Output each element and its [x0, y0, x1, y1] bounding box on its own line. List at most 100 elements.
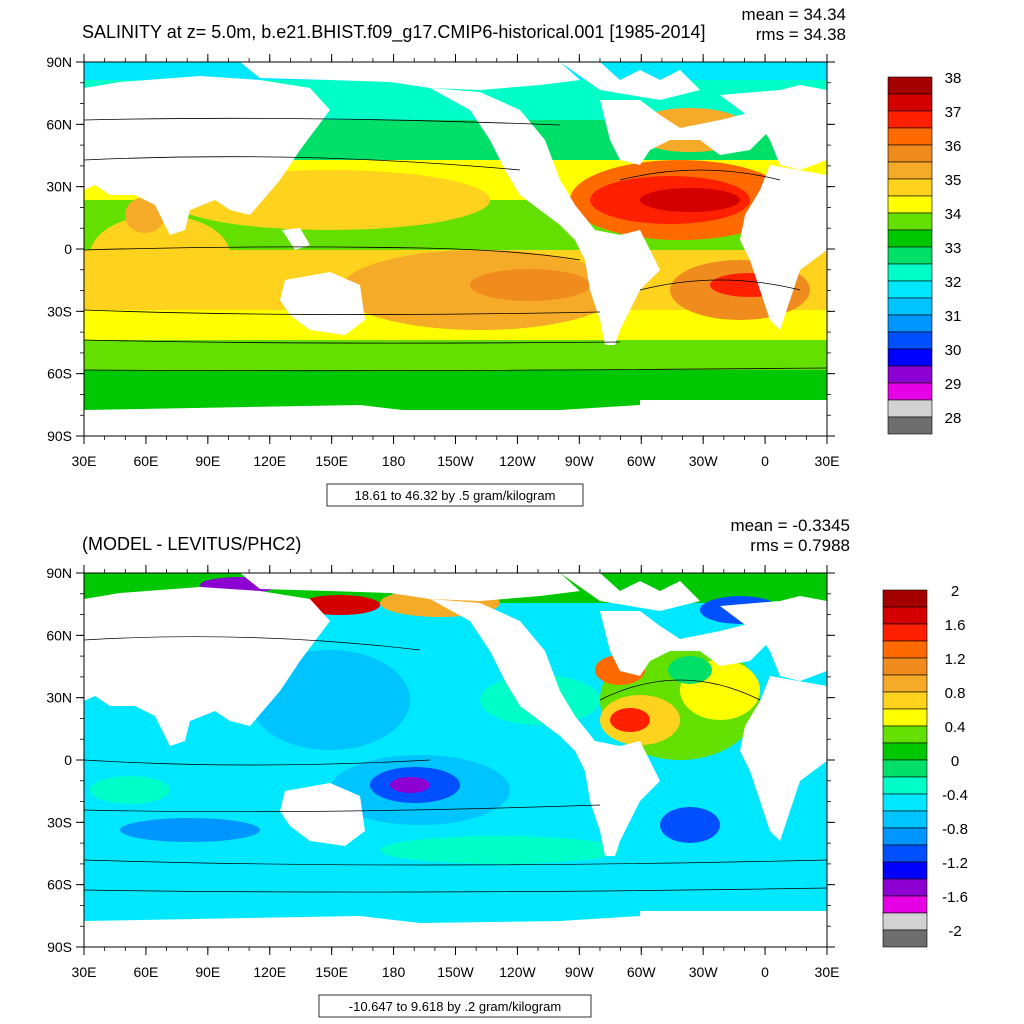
colorbar-swatch: [882, 878, 928, 897]
lon-tick-label: 30E: [815, 453, 840, 469]
colorbar-swatch: [882, 674, 928, 693]
lon-tick-label: 180: [382, 453, 406, 469]
contour-info-box: 18.61 to 46.32 by .5 gram/kilogram: [326, 483, 584, 507]
colorbar-swatch: [882, 776, 928, 795]
colorbar-label: 36: [945, 138, 962, 155]
colorbar-label: 31: [945, 308, 962, 325]
colorbar-swatch: [882, 861, 928, 880]
lon-tick-label: 30W: [689, 964, 719, 980]
colorbar-label: -0.4: [942, 787, 968, 804]
lon-tick-label: 150W: [437, 453, 474, 469]
colorbar-label: -1.2: [942, 855, 968, 872]
lon-tick-label: 90E: [195, 964, 220, 980]
lat-tick-label: 90N: [46, 54, 72, 70]
colorbar-label: 1.2: [945, 651, 966, 668]
lon-tick-label: 30E: [72, 453, 97, 469]
colorbar-swatch: [882, 742, 928, 761]
lon-tick-label: 90E: [195, 453, 220, 469]
stats-rms: rms = 0.7988: [750, 536, 850, 555]
difference-panel: (MODEL - LEVITUS/PHC2) mean = -0.3345 rm…: [46, 516, 968, 1018]
colorbar-label: -2: [948, 923, 961, 940]
lat-tick-label: 0: [64, 752, 72, 768]
panel-title: SALINITY at z= 5.0m, b.e21.BHIST.f09_g17…: [82, 22, 706, 43]
contour-lines: [84, 636, 827, 893]
colorbar-swatch: [887, 195, 933, 214]
colorbar-swatch: [882, 759, 928, 778]
colorbar-swatch: [882, 725, 928, 744]
colorbar-swatch: [882, 640, 928, 659]
lon-tick-label: 30E: [815, 964, 840, 980]
colorbar-swatch: [887, 161, 933, 180]
colorbar-label: 28: [945, 410, 962, 427]
lon-tick-label: 0: [761, 964, 769, 980]
colorbar-swatch: [882, 912, 928, 931]
colorbar-label: -0.8: [942, 821, 968, 838]
colorbar-swatch: [882, 657, 928, 676]
lon-tick-label: 30E: [72, 964, 97, 980]
lon-tick-label: 120E: [253, 964, 286, 980]
panel-title: (MODEL - LEVITUS/PHC2): [82, 534, 301, 554]
lat-tick-label: 60N: [46, 116, 72, 132]
difference-map: [84, 573, 827, 947]
colorbar-swatch: [882, 895, 928, 914]
colorbar-label: 33: [945, 240, 962, 257]
lon-tick-label: 120E: [253, 453, 286, 469]
stats-mean: mean = 34.34: [742, 5, 846, 24]
colorbar-label: 32: [945, 274, 962, 291]
colorbar-swatch: [882, 810, 928, 829]
colorbar: 2 1.6 1.2 0.8 0.4 0 -0.4 -0.8 -1.2 -1.6 -2: [882, 583, 968, 948]
colorbar-swatch: [887, 76, 933, 95]
colorbar-label: 0.4: [945, 719, 966, 736]
colorbar-label: 1.6: [945, 617, 966, 634]
lon-tick-label: 90W: [565, 964, 595, 980]
lat-tick-label: 0: [64, 241, 72, 257]
lat-tick-label: 30N: [46, 179, 72, 195]
land-masks: [84, 573, 827, 947]
colorbar-swatch: [887, 144, 933, 163]
colorbar-swatch: [882, 844, 928, 863]
land-masks: [84, 62, 827, 436]
lon-tick-label: 150W: [437, 964, 474, 980]
contour-info: 18.61 to 46.32 by .5 gram/kilogram: [355, 488, 556, 503]
stats-mean: mean = -0.3345: [730, 516, 850, 535]
colorbar-swatch: [887, 246, 933, 265]
colorbar-label: 0: [951, 753, 959, 770]
colorbar-swatch: [887, 93, 933, 112]
colorbar-swatch: [882, 589, 928, 608]
colorbar-swatch: [882, 691, 928, 710]
salinity-map: [84, 62, 827, 436]
stats-rms: rms = 34.38: [756, 25, 846, 44]
lon-tick-label: 60W: [627, 964, 657, 980]
contour-info: -10.647 to 9.618 by .2 gram/kilogram: [349, 999, 561, 1014]
colorbar: 38 37 36 35 34 33 32 31 30 29 28: [887, 70, 962, 435]
colorbar-label: 37: [945, 104, 962, 121]
colorbar-swatch: [887, 314, 933, 333]
colorbar-swatch: [887, 331, 933, 350]
lon-tick-label: 120W: [499, 964, 536, 980]
colorbar-swatch: [882, 606, 928, 625]
colorbar-label: 30: [945, 342, 962, 359]
lat-tick-label: 60S: [47, 366, 72, 382]
lon-tick-label: 90W: [565, 453, 595, 469]
lon-tick-label: 150E: [315, 964, 348, 980]
colorbar-swatch: [887, 399, 933, 418]
lon-tick-label: 180: [382, 964, 406, 980]
colorbar-label: 2: [951, 583, 959, 600]
colorbar-swatch: [882, 708, 928, 727]
lon-tick-label: 0: [761, 453, 769, 469]
colorbar-label: 38: [945, 70, 962, 87]
colorbar-swatch: [887, 280, 933, 299]
lon-tick-label: 60W: [627, 453, 657, 469]
salinity-panel: SALINITY at z= 5.0m, b.e21.BHIST.f09_g17…: [46, 5, 962, 507]
colorbar-swatch: [887, 110, 933, 129]
colorbar-label: 0.8: [945, 685, 966, 702]
colorbar-label: 34: [945, 206, 962, 223]
colorbar-label: -1.6: [942, 889, 968, 906]
colorbar-swatch: [887, 348, 933, 367]
colorbar-swatch: [887, 365, 933, 384]
colorbar-swatch: [887, 178, 933, 197]
lon-tick-label: 60E: [133, 453, 158, 469]
